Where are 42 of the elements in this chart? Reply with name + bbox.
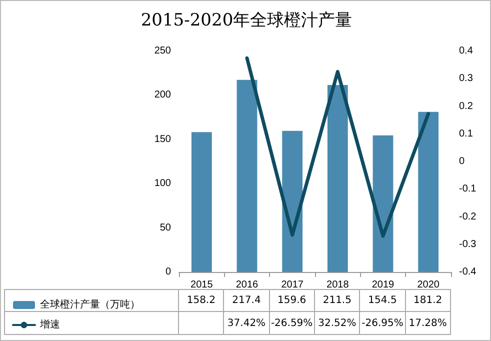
data-label: 37.42% — [224, 312, 270, 335]
y-tick-label: 150 — [154, 134, 172, 145]
y2-tick-label: -0.3 — [459, 238, 477, 250]
y2-tick-label: 0.1 — [459, 128, 474, 140]
bar — [191, 132, 212, 272]
y2-tick-label: 0.3 — [459, 73, 474, 84]
y2-tick-label: -0.2 — [459, 211, 477, 222]
y2-tick-label: 0 — [459, 156, 465, 167]
x-tick-label: 2018 — [326, 280, 350, 290]
data-label: 17.28% — [406, 312, 451, 335]
x-tick-label: 2020 — [417, 280, 440, 290]
data-label: -26.59% — [270, 312, 315, 335]
data-label: 217.4 — [224, 289, 270, 312]
x-tick-label: 2016 — [236, 280, 259, 290]
y-tick-label: 50 — [160, 222, 172, 234]
chart-title: 2015-2020年全球橙汁产量 — [140, 10, 352, 30]
data-label: 158.2 — [179, 289, 224, 312]
data-label: 159.6 — [270, 289, 315, 312]
y-tick-label: 100 — [154, 178, 172, 190]
bar — [282, 130, 303, 272]
y2-tick-label: -0.1 — [459, 184, 477, 195]
data-label: 181.2 — [406, 289, 451, 312]
legend-label: 全球橙汁产量（万吨） — [40, 298, 140, 310]
bar — [372, 135, 394, 272]
y2-tick-label: 0.2 — [459, 100, 474, 112]
line-series — [245, 56, 430, 238]
data-label: 32.52% — [315, 312, 360, 335]
y-tick-label: 0 — [165, 266, 172, 278]
data-label: 154.5 — [360, 289, 406, 312]
bar — [418, 112, 439, 272]
y-tick-label: 250 — [154, 46, 172, 56]
x-tick-label: 2015 — [190, 280, 214, 290]
bar — [236, 80, 258, 272]
legend-label: 增速 — [39, 318, 60, 330]
x-tick-label: 2019 — [372, 280, 395, 290]
data-label: -26.95% — [360, 312, 406, 335]
y-tick-label: 200 — [154, 90, 172, 101]
data-label: 211.5 — [315, 289, 360, 312]
bar — [327, 85, 348, 272]
y2-tick-label: -0.4 — [459, 266, 477, 278]
y2-tick-label: 0.4 — [459, 46, 474, 56]
x-tick-label: 2017 — [281, 280, 304, 290]
